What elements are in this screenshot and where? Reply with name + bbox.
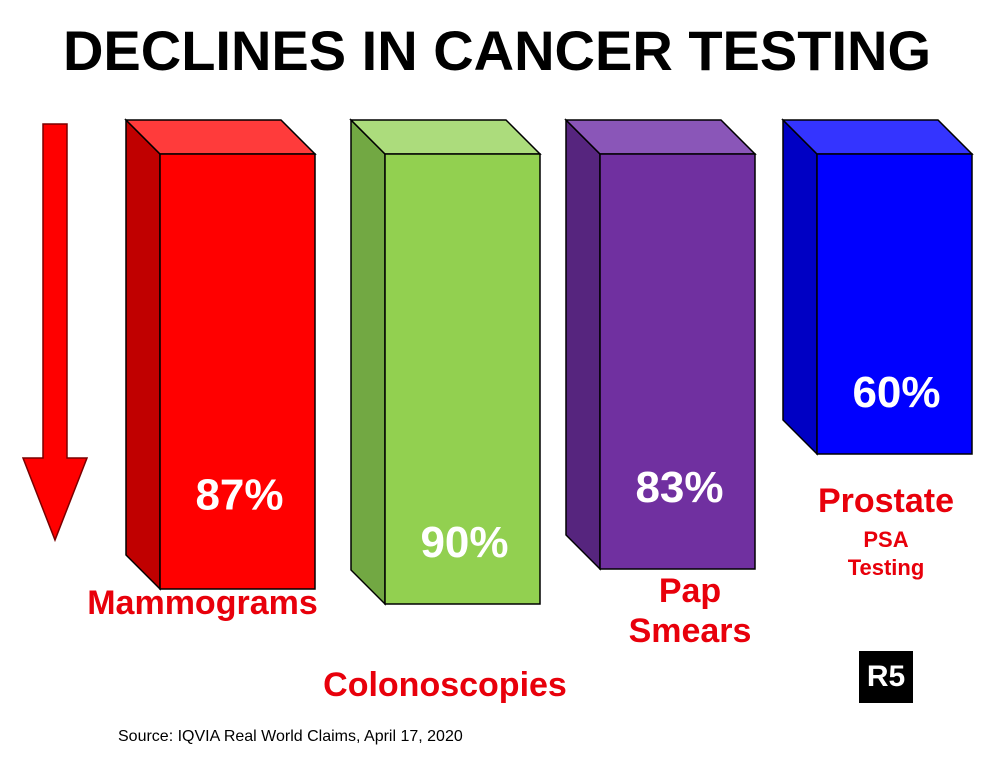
- bar-side-mammograms: [125, 118, 161, 591]
- bar-side-pap-smears: [565, 118, 601, 571]
- bar-pap-smears: [599, 153, 756, 570]
- category-label-psa: PSA: [863, 527, 909, 552]
- chart-title: DECLINES IN CANCER TESTING: [62, 19, 932, 82]
- value-label-prostate: 60%: [852, 368, 940, 417]
- bar-top-colonoscopies: [349, 119, 542, 155]
- bar-side-colonoscopies: [350, 118, 386, 606]
- value-label-colonoscopies: 90%: [420, 518, 508, 567]
- bar-side-prostate: [782, 118, 818, 456]
- bar-top-pap-smears: [564, 119, 757, 155]
- bar-top-prostate: [781, 119, 974, 155]
- r5-logo: R5: [859, 651, 913, 703]
- category-label-prostate: Prostate: [817, 482, 955, 520]
- value-label-mammograms: 87%: [195, 470, 283, 519]
- source-note: Source: IQVIA Real World Claims, April 1…: [118, 728, 463, 745]
- category-label-mammograms: Mammograms: [87, 584, 318, 622]
- category-label-pap: Pap: [658, 572, 722, 610]
- down-arrow-icon: [21, 123, 89, 543]
- category-label-testing: Testing: [847, 555, 925, 580]
- bar-prostate: [816, 153, 973, 455]
- bar-colonoscopies: [384, 153, 541, 605]
- value-label-pap-smears: 83%: [635, 463, 723, 512]
- category-label-smears: Smears: [628, 612, 752, 650]
- bar-top-mammograms: [124, 119, 317, 155]
- bar-mammograms: [159, 153, 316, 590]
- category-label-colonoscopies: Colonoscopies: [323, 666, 567, 704]
